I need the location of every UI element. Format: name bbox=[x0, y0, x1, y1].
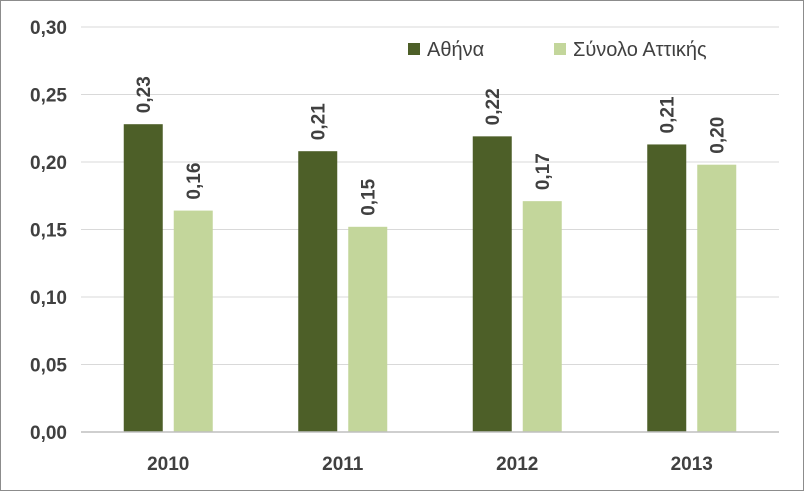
y-tick-label: 0,25 bbox=[30, 86, 67, 107]
x-tick-label: 2012 bbox=[496, 454, 538, 475]
legend-swatch bbox=[554, 43, 566, 55]
legend: Αθήνα Σύνολο Αττικής bbox=[408, 39, 707, 61]
y-tick-label: 0,00 bbox=[30, 423, 67, 444]
data-label: 0,23 bbox=[134, 76, 155, 113]
data-label: 0,21 bbox=[658, 96, 679, 133]
x-axis-ticks: 2010 2011 2012 2013 bbox=[147, 454, 713, 475]
data-labels: 0,23 0,16 0,21 0,15 0,22 0,17 0,21 0,20 bbox=[134, 76, 729, 216]
x-tick-label: 2010 bbox=[147, 454, 189, 475]
bar bbox=[697, 164, 737, 432]
y-tick-label: 0,10 bbox=[30, 288, 67, 309]
x-tick-label: 2013 bbox=[671, 454, 713, 475]
data-label: 0,15 bbox=[359, 178, 380, 215]
legend-label: Αθήνα bbox=[427, 39, 484, 61]
bar bbox=[522, 201, 562, 432]
data-label: 0,16 bbox=[184, 163, 205, 200]
bar bbox=[647, 144, 687, 432]
y-tick-label: 0,30 bbox=[30, 18, 67, 39]
x-tick-label: 2011 bbox=[322, 454, 364, 475]
y-tick-label: 0,20 bbox=[30, 153, 67, 174]
legend-label: Σύνολο Αττικής bbox=[573, 39, 707, 61]
bar bbox=[123, 124, 163, 432]
y-axis-ticks: 0,00 0,05 0,10 0,15 0,20 0,25 0,30 bbox=[30, 18, 67, 444]
bars bbox=[123, 124, 737, 432]
bar bbox=[173, 210, 213, 432]
bar bbox=[348, 226, 388, 432]
data-label: 0,20 bbox=[708, 117, 729, 154]
y-tick-label: 0,05 bbox=[30, 356, 67, 377]
y-tick-label: 0,15 bbox=[30, 221, 67, 242]
data-label: 0,17 bbox=[533, 153, 554, 190]
legend-swatch bbox=[408, 43, 420, 55]
data-label: 0,21 bbox=[309, 103, 330, 140]
data-label: 0,22 bbox=[483, 88, 504, 125]
bar bbox=[472, 136, 512, 432]
bar bbox=[298, 151, 338, 432]
